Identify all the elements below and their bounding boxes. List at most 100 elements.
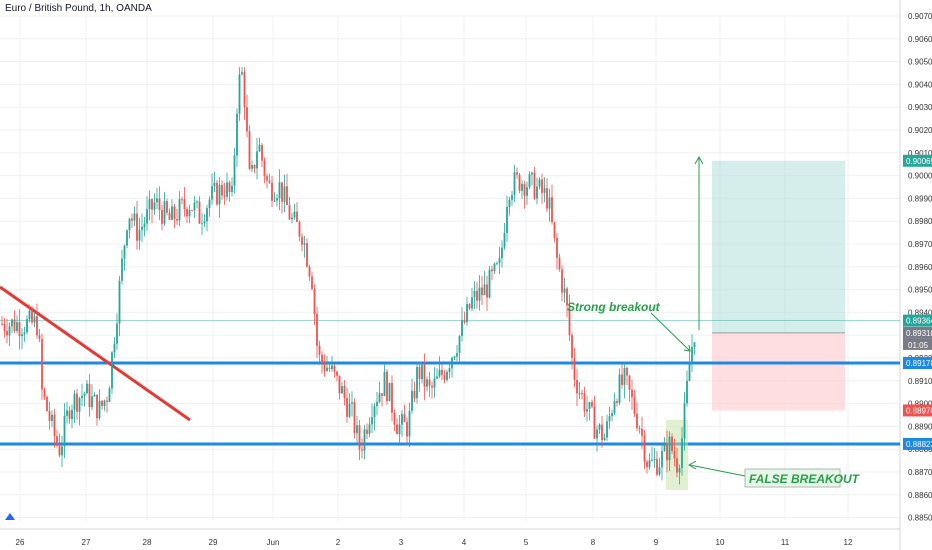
candle — [181, 196, 183, 205]
candle-body — [151, 199, 153, 210]
candle-body — [651, 459, 653, 461]
candle-body — [503, 232, 506, 248]
candle-body — [303, 243, 306, 245]
candle-body — [118, 280, 121, 324]
candle-body — [173, 206, 176, 220]
candle-body — [261, 145, 263, 161]
candle — [501, 240, 503, 268]
candle — [293, 203, 296, 220]
candle-body — [281, 182, 283, 202]
candle — [241, 67, 243, 76]
candle — [531, 171, 533, 186]
candle — [188, 204, 191, 224]
candle — [398, 414, 401, 444]
candle — [128, 218, 131, 239]
candle-body — [203, 221, 206, 224]
x-tick-label: 11 — [781, 538, 790, 547]
candle — [533, 166, 536, 201]
candle-body — [373, 406, 376, 418]
candle-body — [338, 375, 341, 394]
candle-body — [256, 151, 258, 169]
candle — [203, 213, 206, 228]
candle-body — [398, 424, 401, 435]
candle-body — [268, 180, 271, 183]
candle-body — [636, 413, 638, 429]
candle — [121, 249, 123, 285]
candle-body — [631, 389, 633, 398]
candle — [588, 401, 591, 421]
candle-body — [541, 179, 543, 193]
candle-body — [431, 385, 433, 388]
candle — [36, 303, 38, 339]
candle — [601, 416, 603, 448]
x-tick-label: 3 — [399, 538, 404, 547]
candle — [406, 417, 408, 444]
candle-body — [293, 211, 296, 218]
candle — [631, 379, 633, 410]
candle-body — [66, 410, 68, 416]
candle — [116, 313, 118, 350]
candle-body — [678, 468, 681, 473]
candle — [481, 275, 483, 305]
candle — [31, 305, 33, 325]
candle — [628, 374, 631, 402]
candle-body — [516, 172, 518, 175]
candle-body — [213, 182, 216, 187]
candle — [323, 354, 326, 377]
candle-body — [276, 198, 278, 201]
candle — [333, 364, 336, 378]
candle — [16, 315, 18, 334]
candle — [26, 315, 28, 335]
x-tick-label: 8 — [591, 538, 596, 547]
candle — [123, 244, 126, 271]
candle-body — [76, 393, 78, 412]
candle-body — [436, 376, 438, 379]
candle — [183, 187, 186, 217]
candle-body — [621, 374, 623, 385]
descending-trendline — [0, 285, 191, 422]
projection-arrow-head — [694, 155, 704, 165]
candle — [616, 398, 618, 407]
candle — [328, 361, 331, 373]
candle — [248, 125, 251, 171]
candle — [373, 402, 376, 431]
candle — [268, 173, 271, 184]
candle — [118, 276, 121, 337]
candle-body — [231, 185, 233, 192]
candle — [388, 382, 391, 402]
entry-time-badge: 01:05 — [908, 341, 929, 350]
candle-body — [453, 356, 456, 358]
candle-body — [493, 263, 496, 272]
candle — [33, 311, 36, 328]
candle — [96, 394, 98, 426]
candle-body — [158, 198, 161, 210]
candle-body — [546, 188, 548, 209]
candle-body — [663, 443, 666, 451]
candle-body — [376, 401, 378, 407]
candle — [666, 430, 668, 473]
candle-body — [16, 322, 18, 332]
candle — [143, 216, 146, 237]
candle — [331, 356, 333, 372]
candle — [153, 193, 156, 216]
candle — [316, 306, 318, 358]
candle-body — [93, 394, 96, 397]
false-breakout-pointer-head — [687, 460, 697, 470]
candle — [381, 393, 383, 407]
x-tick-label: 10 — [716, 538, 725, 547]
candle-body — [386, 371, 388, 401]
candle — [623, 361, 626, 399]
candle — [221, 180, 223, 200]
candle — [363, 424, 366, 460]
logo-shape — [5, 513, 15, 520]
entry-time-badge-bg — [903, 338, 932, 350]
candles — [1, 67, 696, 485]
candle — [41, 333, 43, 400]
candle — [61, 435, 63, 468]
candle — [296, 202, 298, 223]
candle-body — [178, 199, 181, 221]
